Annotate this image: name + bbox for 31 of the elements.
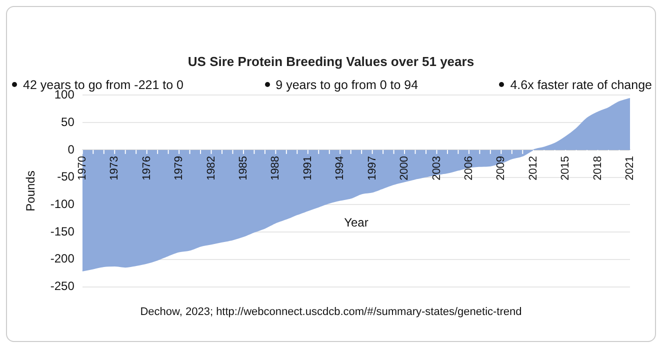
x-axis-title: Year bbox=[344, 215, 368, 230]
text: 9 years to go from 0 to 94 bbox=[276, 78, 418, 92]
x-tick-label: 2018 bbox=[592, 156, 604, 180]
x-tick-label: 2006 bbox=[462, 156, 475, 180]
y-tick-label: -200 bbox=[50, 252, 75, 266]
y-tick-label: 50 bbox=[61, 114, 75, 129]
y-tick-label: -50 bbox=[57, 170, 75, 184]
x-tick-label: 1994 bbox=[334, 156, 346, 180]
x-tick-label: 1988 bbox=[270, 156, 282, 180]
x-tick-label: 2003 bbox=[430, 156, 443, 180]
x-tick-label: 2000 bbox=[398, 156, 411, 180]
text: 4.6x faster rate of change bbox=[510, 78, 652, 92]
text: Dechow, 2023; http://webconnect.uscdcb.com/#/summary-states/genetic-trend bbox=[139, 306, 523, 318]
y-tick-label: -100 bbox=[50, 197, 75, 211]
x-tick-label: 1976 bbox=[140, 156, 153, 180]
chart-title: US Sire Protein Breeding Values over 51 years bbox=[186, 54, 476, 69]
x-tick-label: 1979 bbox=[173, 156, 186, 180]
x-tick-label: 1991 bbox=[302, 156, 314, 180]
x-tick-label: 1970 bbox=[76, 156, 88, 180]
x-tick-label: 1973 bbox=[108, 156, 121, 180]
y-axis-title: Pounds bbox=[24, 170, 38, 212]
x-tick-label: 1985 bbox=[238, 156, 250, 180]
x-tick-label: 2021 bbox=[624, 156, 636, 180]
x-tick-label: 1997 bbox=[366, 156, 378, 180]
y-tick-label: -250 bbox=[50, 279, 75, 294]
x-tick-label: 2015 bbox=[560, 156, 572, 180]
y-tick-label: -150 bbox=[50, 224, 75, 238]
x-tick-label: 1982 bbox=[205, 156, 218, 180]
y-tick-label: 0 bbox=[68, 142, 75, 156]
x-tick-label: 2009 bbox=[495, 156, 508, 180]
x-tick-label: 2012 bbox=[527, 156, 540, 180]
